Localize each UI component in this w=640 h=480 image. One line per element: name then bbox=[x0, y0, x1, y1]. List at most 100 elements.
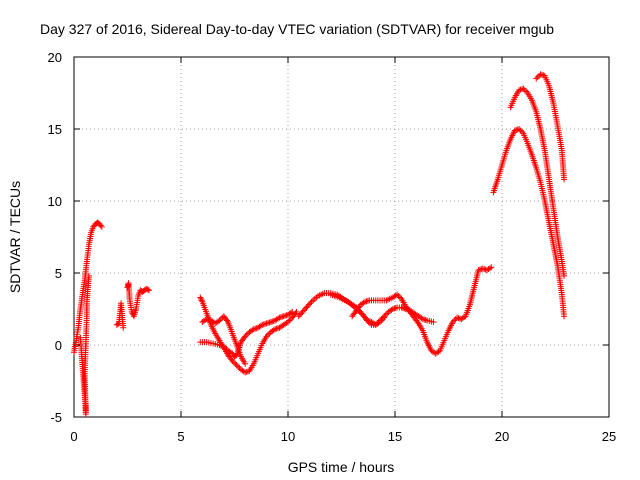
data-point bbox=[303, 304, 310, 311]
data-point bbox=[85, 272, 92, 279]
data-point bbox=[275, 315, 282, 322]
data-point bbox=[243, 331, 250, 338]
series-segment-3h bbox=[124, 280, 152, 320]
data-point bbox=[521, 87, 528, 94]
axes: 0 5 10 15 20 25 -5 0 5 10 15 20 bbox=[48, 50, 617, 444]
y-axis-label: SDTVAR / TECUs bbox=[7, 181, 23, 293]
x-tick-label: 20 bbox=[495, 429, 509, 444]
data-point bbox=[98, 223, 105, 230]
data-point bbox=[561, 313, 568, 320]
data-point bbox=[242, 360, 249, 367]
data-point bbox=[449, 318, 456, 325]
data-point bbox=[382, 311, 389, 318]
series-track-b bbox=[197, 308, 296, 360]
data-point bbox=[220, 343, 227, 350]
x-tick-label: 10 bbox=[281, 429, 295, 444]
data-point bbox=[305, 301, 312, 308]
data-point bbox=[304, 303, 311, 310]
y-tick-label: 5 bbox=[55, 266, 62, 281]
data-point bbox=[534, 74, 541, 81]
x-tick-label: 25 bbox=[602, 429, 616, 444]
data-point bbox=[360, 299, 367, 306]
data-point bbox=[197, 295, 204, 302]
data-point bbox=[418, 315, 425, 322]
data-point bbox=[285, 318, 291, 325]
data-point bbox=[263, 333, 270, 340]
data-point bbox=[120, 324, 127, 331]
x-tick-label: 0 bbox=[70, 429, 77, 444]
data-point bbox=[230, 359, 237, 366]
data-point bbox=[299, 308, 306, 315]
series-evening-lower bbox=[490, 126, 568, 320]
series-segment-2h bbox=[113, 300, 127, 331]
data-point bbox=[222, 344, 229, 351]
data-points bbox=[71, 71, 568, 418]
series-afternoon-upper bbox=[349, 264, 495, 357]
data-point bbox=[561, 176, 568, 183]
y-tick-label: 10 bbox=[48, 194, 62, 209]
data-point bbox=[377, 318, 384, 325]
data-point bbox=[488, 264, 495, 271]
data-point bbox=[561, 272, 568, 279]
y-tick-label: 0 bbox=[55, 338, 62, 353]
data-point bbox=[300, 307, 307, 314]
data-point bbox=[394, 291, 401, 298]
data-point bbox=[249, 327, 256, 334]
series-early-spikes bbox=[77, 272, 92, 418]
data-point bbox=[216, 317, 223, 324]
data-point bbox=[396, 294, 403, 301]
data-point bbox=[414, 318, 421, 325]
data-point bbox=[144, 286, 151, 293]
data-point bbox=[235, 363, 242, 370]
y-tick-label: -5 bbox=[50, 410, 62, 425]
y-tick-label: 15 bbox=[48, 122, 62, 137]
data-point bbox=[229, 357, 236, 364]
x-tick-label: 5 bbox=[177, 429, 184, 444]
data-point bbox=[516, 126, 523, 132]
data-point bbox=[296, 311, 303, 318]
data-point bbox=[97, 222, 104, 229]
series-evening-peak bbox=[533, 71, 568, 183]
data-point bbox=[270, 327, 277, 334]
data-point bbox=[242, 333, 249, 340]
data-point bbox=[233, 362, 240, 369]
x-tick-label: 15 bbox=[388, 429, 402, 444]
data-point bbox=[295, 313, 302, 320]
data-point bbox=[302, 306, 309, 312]
series-early-rise bbox=[71, 219, 105, 356]
data-point bbox=[257, 322, 264, 329]
chart-title: Day 327 of 2016, Sidereal Day-to-day VTE… bbox=[40, 21, 554, 37]
data-point bbox=[395, 293, 402, 300]
data-point bbox=[518, 128, 525, 135]
data-point bbox=[198, 297, 205, 304]
data-point bbox=[298, 310, 305, 317]
data-point bbox=[265, 331, 272, 338]
plot-frame bbox=[73, 56, 610, 418]
data-point bbox=[517, 127, 524, 134]
series-evening-upper bbox=[507, 85, 568, 279]
data-point bbox=[232, 360, 239, 367]
data-point bbox=[381, 314, 388, 321]
series-track-c bbox=[199, 313, 249, 367]
data-point bbox=[145, 287, 152, 294]
data-point bbox=[388, 306, 395, 313]
data-point bbox=[520, 85, 527, 92]
data-point bbox=[378, 317, 385, 324]
data-point bbox=[533, 75, 540, 82]
grid-lines bbox=[74, 57, 609, 417]
data-point bbox=[430, 318, 437, 325]
y-tick-label: 20 bbox=[48, 50, 62, 65]
data-point bbox=[128, 308, 135, 315]
data-point bbox=[197, 294, 204, 301]
data-point bbox=[486, 265, 493, 272]
data-point bbox=[286, 317, 293, 324]
data-point bbox=[307, 300, 314, 307]
data-point bbox=[379, 316, 386, 323]
data-point bbox=[289, 308, 296, 315]
data-point bbox=[523, 88, 530, 95]
data-point bbox=[224, 317, 231, 324]
data-point bbox=[287, 309, 294, 316]
series-track-a bbox=[197, 294, 300, 376]
data-point bbox=[451, 317, 458, 324]
